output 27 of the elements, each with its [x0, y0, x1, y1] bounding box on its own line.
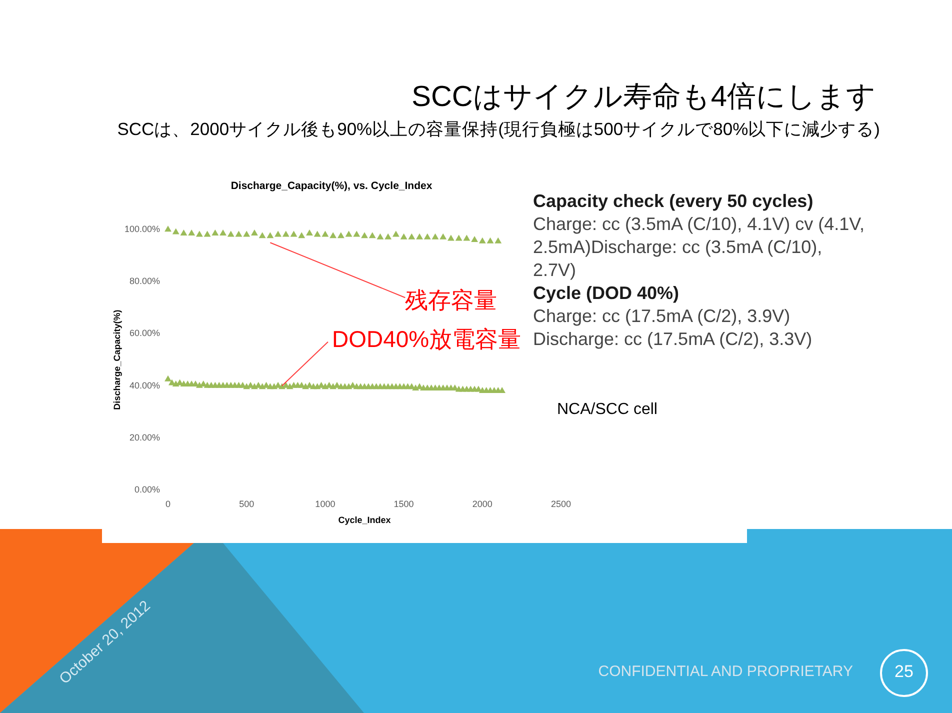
y-tick-label: 20.00% — [129, 432, 160, 442]
text: SCCはサイクル寿命も4倍にします — [412, 80, 876, 115]
annotation: Discharge: cc (17.5mA (C/2), 3.3V) — [533, 328, 814, 351]
y-tick-label: 0.00% — [134, 484, 160, 494]
text: Capacity check (every 50 cycles) — [533, 190, 814, 213]
annotation: 残存容量 — [405, 286, 498, 313]
text: Discharge_Capacity(%), vs. Cycle_Index — [230, 180, 432, 192]
x-tick-label: 2500 — [550, 498, 572, 509]
x-tick-label: 500 — [239, 498, 254, 509]
text: 25 — [894, 661, 914, 683]
annotation: Charge: cc (17.5mA (C/2), 3.9V) — [533, 305, 792, 328]
y-tick-label: 40.00% — [129, 380, 160, 390]
annotation: Cycle (DOD 40%) — [533, 282, 680, 305]
x-tick-label: 0 — [165, 498, 171, 509]
annotation: NCA/SCC cell — [557, 401, 658, 419]
y-tick-label: 100.00% — [124, 224, 160, 234]
text: CONFIDENTIAL AND PROPRIETARY — [597, 662, 853, 682]
x-tick-label: 1000 — [315, 498, 336, 509]
y-tick-label: 80.00% — [129, 276, 160, 286]
annotation: Charge: cc (3.5mA (C/10), 4.1V) cv (4.1V, 2.5mA)Discharge: cc (3.5mA (C/10), 2.7V) — [533, 213, 866, 282]
x-tick-label: 1500 — [394, 498, 414, 509]
chart-subtitle: SCCは、2000サイクル後も90%以上の容量保持(現行負極は500サイクルで80%以下に減少する) — [117, 118, 880, 141]
x-tick-label: 2000 — [472, 498, 492, 509]
y-axis-title: Discharge_Capacity(%) — [112, 310, 122, 410]
y-tick-label: 60.00% — [129, 328, 160, 338]
x-axis-title: Cycle_Index — [338, 515, 391, 526]
annotation: DOD40%放電容量 — [332, 326, 522, 352]
